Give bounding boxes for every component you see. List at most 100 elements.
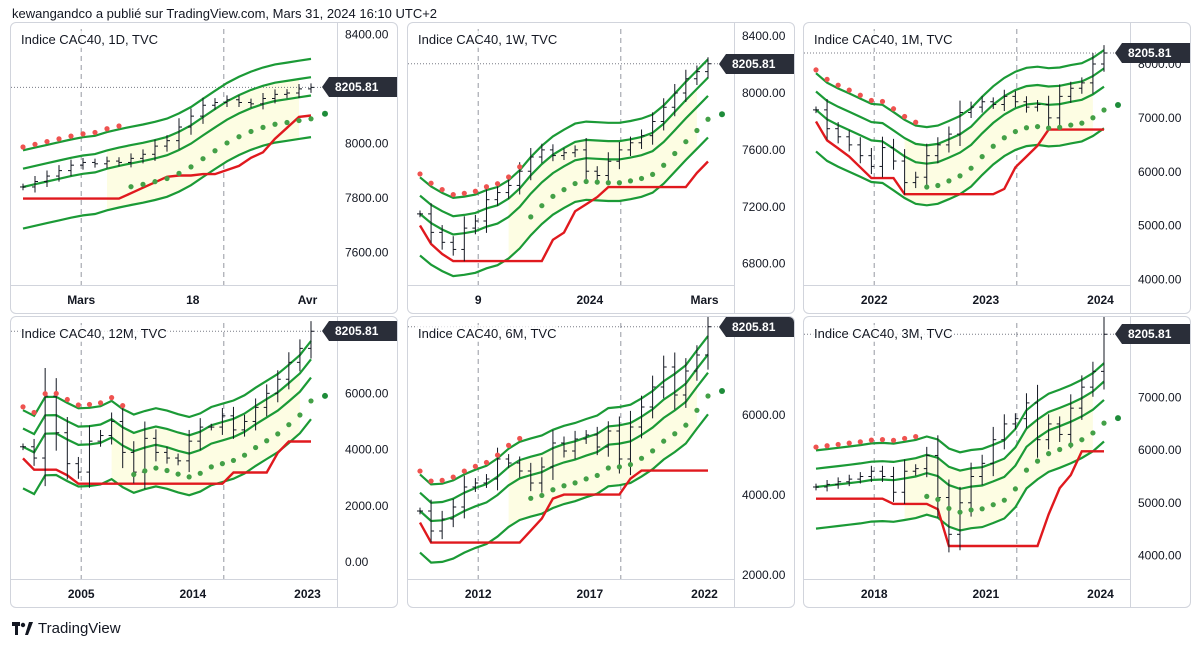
- last-price-badge: 8205.81: [322, 321, 397, 342]
- ohlc-bar: [813, 106, 819, 114]
- lower-band: [419, 413, 709, 564]
- ohlc-bar: [583, 138, 590, 184]
- psar-dot: [1012, 128, 1018, 135]
- chart-panel-3m[interactable]: 7000.00 6000.00 5000.00 4000.00 2018 2021 2024…: [803, 316, 1191, 608]
- y-tick-label: 4000.00: [742, 488, 786, 502]
- psar-dot: [128, 184, 134, 190]
- psar-dot: [219, 461, 225, 467]
- psar-dot: [208, 464, 214, 470]
- psar-dot: [517, 164, 523, 170]
- publisher-header: kewangandco a publié sur TradingView.com…: [12, 6, 438, 21]
- ohlc-bar: [1045, 414, 1052, 450]
- ohlc-bar: [912, 464, 919, 476]
- mid-band: [419, 372, 709, 523]
- ohlc-bar: [923, 446, 930, 478]
- chart-panel-1w[interactable]: 8400.00 8000.00 7600.00 7200.00 6800.00 9 2024…: [407, 22, 795, 314]
- psar-dot: [152, 179, 158, 185]
- psar-dot: [946, 505, 952, 512]
- psar-dot: [75, 402, 81, 408]
- chart-panel-12m[interactable]: 6000.00 4000.00 2000.00 0.00 2005 2014 2023 In…: [10, 316, 398, 608]
- ohlc-bar: [1034, 384, 1041, 458]
- psar-dot: [583, 178, 589, 185]
- lower-band: [22, 418, 312, 497]
- ohlc-bar: [1101, 45, 1107, 72]
- psar-dot: [638, 175, 645, 182]
- ohlc-bar: [32, 176, 38, 193]
- support-line: [418, 469, 708, 544]
- ohlc-bar: [923, 143, 930, 190]
- x-tick-label: Mars: [690, 293, 718, 307]
- chart-panel-1m[interactable]: 8000.00 7000.00 6000.00 5000.00 4000.00 2022 2…: [803, 22, 1191, 314]
- ohlc-bar: [979, 96, 986, 113]
- y-tick-label: 5000.00: [1138, 219, 1182, 233]
- ohlc-bar: [957, 486, 963, 551]
- ohlc-bar: [428, 203, 435, 244]
- psar-dot: [1115, 102, 1121, 109]
- psar-dot: [957, 173, 963, 179]
- psar-dot: [835, 82, 841, 88]
- ohlc-bar: [272, 89, 278, 104]
- psar-dot: [439, 477, 445, 483]
- upper-outer-band: [419, 335, 709, 486]
- psar-dot: [197, 470, 203, 476]
- psar-dot: [200, 156, 206, 162]
- psar-dot: [428, 180, 434, 186]
- brand-name[interactable]: TradingView: [38, 620, 121, 637]
- psar-dot: [650, 171, 656, 178]
- psar-dot: [683, 422, 689, 428]
- ohlc-bar: [164, 135, 170, 152]
- y-tick-label: 4000.00: [1138, 273, 1182, 287]
- psar-dot: [176, 170, 182, 176]
- y-tick-label: 8000.00: [742, 86, 786, 100]
- psar-dot: [275, 431, 281, 437]
- x-tick-label: 18: [186, 293, 200, 307]
- psar-dot: [517, 435, 523, 442]
- psar-dot: [284, 119, 290, 126]
- x-tick-label: 2017: [576, 587, 603, 601]
- mid-band: [815, 85, 1105, 165]
- ohlc-bar: [186, 429, 193, 473]
- y-tick-label: 6000.00: [1138, 165, 1182, 179]
- ohlc-bar: [1078, 77, 1085, 94]
- y-tick-label: 7600.00: [345, 245, 389, 259]
- psar-dot: [116, 123, 122, 129]
- ohlc-bar: [208, 423, 215, 431]
- x-tick-label: 2024: [1087, 587, 1114, 601]
- psar-dot: [450, 474, 456, 480]
- ohlc-bar: [934, 137, 941, 164]
- y-tick-label: 4000.00: [345, 443, 389, 457]
- psar-dot: [109, 395, 115, 401]
- upper-outer-band: [815, 362, 1105, 454]
- psar-dot: [286, 422, 292, 428]
- psar-dot: [92, 129, 98, 136]
- psar-dot: [890, 437, 897, 443]
- psar-dot: [1115, 415, 1121, 422]
- psar-dot: [868, 437, 874, 443]
- ohlc-bar: [616, 416, 623, 474]
- ohlc-bar: [197, 418, 204, 451]
- support-line: [814, 120, 1104, 196]
- psar-dot: [1090, 430, 1096, 436]
- psar-dot: [417, 171, 423, 177]
- ohlc-bar: [693, 65, 700, 85]
- x-tick-label: 2012: [465, 587, 492, 601]
- psar-dot: [616, 180, 622, 186]
- ohlc-bar: [516, 456, 523, 478]
- x-tick-label: 2023: [294, 587, 321, 601]
- ohlc-bar: [296, 83, 302, 98]
- ohlc-bar: [945, 479, 952, 553]
- psar-dot: [483, 459, 490, 466]
- ohlc-bar: [594, 426, 601, 456]
- psar-dot: [131, 471, 137, 478]
- chart-panel-6m[interactable]: 6000.00 4000.00 2000.00 2012 2017 2022 Indice…: [407, 316, 795, 608]
- psar-dot: [638, 455, 645, 461]
- y-tick-label: 6800.00: [742, 257, 786, 271]
- chart-svg: 8400.00 8000.00 7600.00 7200.00 6800.00 9 2024…: [408, 23, 786, 313]
- ohlc-bar: [813, 483, 819, 491]
- ohlc-bar: [538, 457, 545, 493]
- ohlc-bar: [236, 95, 242, 107]
- ohlc-bar: [164, 446, 170, 464]
- psar-dot: [979, 506, 985, 512]
- ohlc-bar: [638, 129, 645, 149]
- chart-panel-1d[interactable]: 8400.008200.008000.007800.007600.00Mars1…: [10, 22, 398, 314]
